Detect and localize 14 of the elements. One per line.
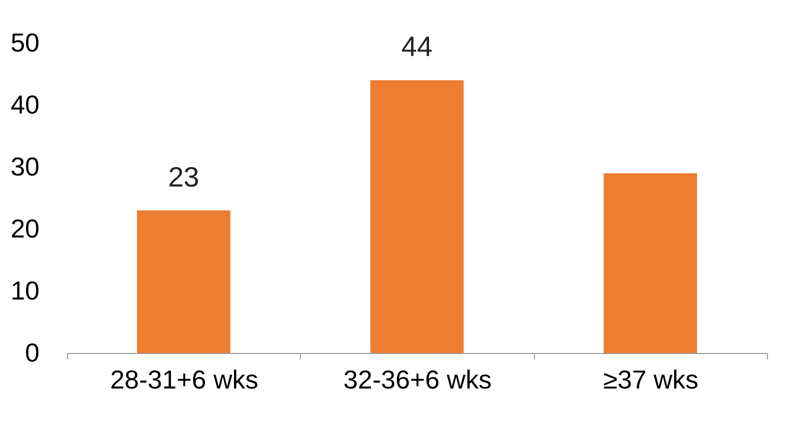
y-tick-label: 30 xyxy=(10,152,40,182)
bar xyxy=(604,173,697,353)
data-label: 23 xyxy=(168,161,200,192)
y-tick-label: 40 xyxy=(10,90,40,120)
y-tick-label: 10 xyxy=(10,276,40,306)
bar xyxy=(370,80,464,353)
bar xyxy=(137,210,230,353)
x-tick-label: 28-31+6 wks xyxy=(110,364,258,394)
x-tick-label: 32-36+6 wks xyxy=(343,364,492,394)
y-tick-label: 0 xyxy=(25,338,40,368)
y-tick-label: 50 xyxy=(10,28,40,58)
y-tick-label: 20 xyxy=(10,214,40,244)
x-tick-label: ≥37 wks xyxy=(603,364,698,394)
data-label: 44 xyxy=(401,31,433,62)
